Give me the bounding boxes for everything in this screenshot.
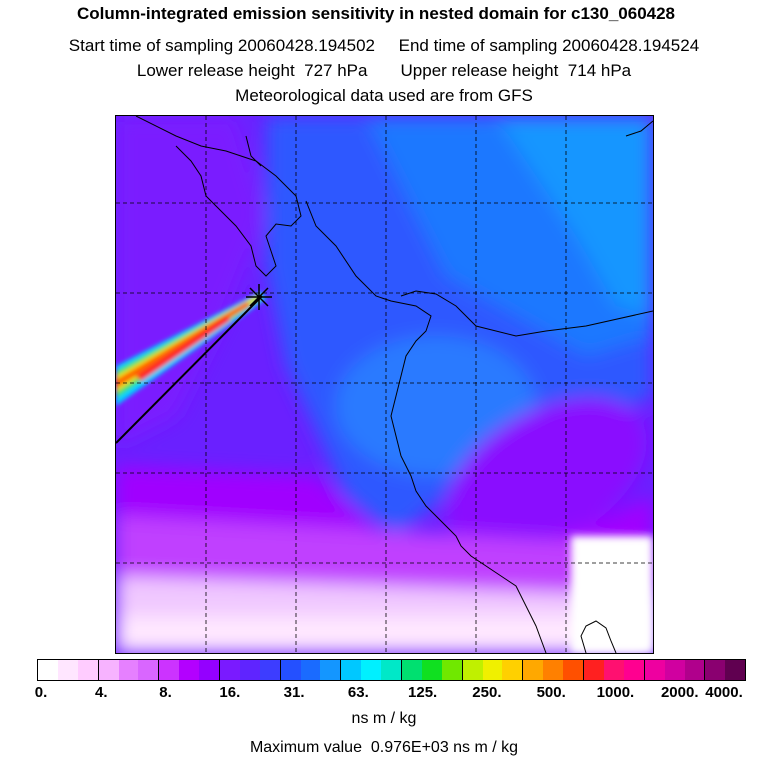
- white-corner: [571, 536, 653, 653]
- legend-swatch: [441, 660, 462, 680]
- legend-swatch: [684, 660, 705, 680]
- release-point-marker: [246, 284, 272, 310]
- legend-swatch: [279, 660, 301, 680]
- legend-tick-label: 16.: [219, 684, 241, 701]
- legend-tick-label: 4.: [95, 684, 108, 701]
- legend-swatch: [482, 660, 503, 680]
- legend-swatch: [563, 660, 584, 680]
- legend-tick-label: 125.: [408, 684, 438, 701]
- legend-swatch: [259, 660, 280, 680]
- sensitivity-field: [116, 116, 653, 653]
- met-data-line: Meteorological data used are from GFS: [235, 86, 533, 105]
- legend-tick-label: 4000.: [705, 684, 743, 701]
- legend-swatch: [199, 660, 220, 680]
- legend-swatch: [118, 660, 139, 680]
- legend-swatch: [623, 660, 644, 680]
- legend-swatch: [522, 660, 544, 680]
- color-legend-bar: [37, 659, 746, 681]
- legend-swatch: [461, 660, 483, 680]
- legend-tick-label: 500.: [536, 684, 566, 701]
- legend-swatch: [57, 660, 78, 680]
- legend-swatch: [97, 660, 119, 680]
- legend-swatch: [361, 660, 382, 680]
- legend-swatch: [725, 660, 746, 680]
- sampling-time-line: Start time of sampling 20060428.194502 E…: [68, 36, 700, 55]
- legend-swatch: [300, 660, 321, 680]
- legend-tick-label: 31.: [283, 684, 305, 701]
- legend-swatch: [320, 660, 341, 680]
- legend-swatch: [239, 660, 260, 680]
- legend-tick-label: 2000.: [660, 684, 699, 701]
- legend-swatch: [179, 660, 200, 680]
- legend-swatch: [38, 660, 58, 680]
- legend-swatch: [401, 660, 422, 680]
- color-legend-ticks: 0. 4. 8. 16. 31. 63. 125. 250. 500. 1000. 2000. 400…: [0, 684, 768, 704]
- legend-swatch: [138, 660, 159, 680]
- legend-tick-label: 0.: [34, 684, 48, 701]
- legend-swatch: [421, 660, 442, 680]
- map-canvas: [116, 116, 653, 653]
- legend-swatch: [502, 660, 523, 680]
- map-title: Column-integrated emission sensitivity i…: [76, 4, 676, 23]
- lat-lon-grid: [116, 116, 653, 653]
- release-height-line: Lower release height 727 hPa Upper relea…: [136, 61, 632, 80]
- legend-units: ns m / kg: [351, 710, 417, 727]
- sensitivity-map: [115, 115, 654, 654]
- legend-swatch: [543, 660, 564, 680]
- legend-swatch: [340, 660, 362, 680]
- flight-track: [116, 295, 263, 444]
- emission-plume: [116, 291, 266, 406]
- legend-swatch: [643, 660, 665, 680]
- maximum-value-label: Maximum value 0.976E+03 ns m / kg: [249, 739, 519, 756]
- legend-swatch: [219, 660, 240, 680]
- legend-swatch: [77, 660, 98, 680]
- legend-tick-label: 8.: [159, 684, 172, 701]
- legend-swatch: [381, 660, 402, 680]
- legend-swatch: [704, 660, 726, 680]
- legend-swatch: [158, 660, 180, 680]
- legend-tick-label: 250.: [472, 684, 502, 701]
- legend-tick-label: 1000.: [596, 684, 635, 701]
- legend-tick-label: 63.: [347, 684, 369, 701]
- legend-swatch: [664, 660, 685, 680]
- legend-swatch: [603, 660, 624, 680]
- legend-swatch: [583, 660, 604, 680]
